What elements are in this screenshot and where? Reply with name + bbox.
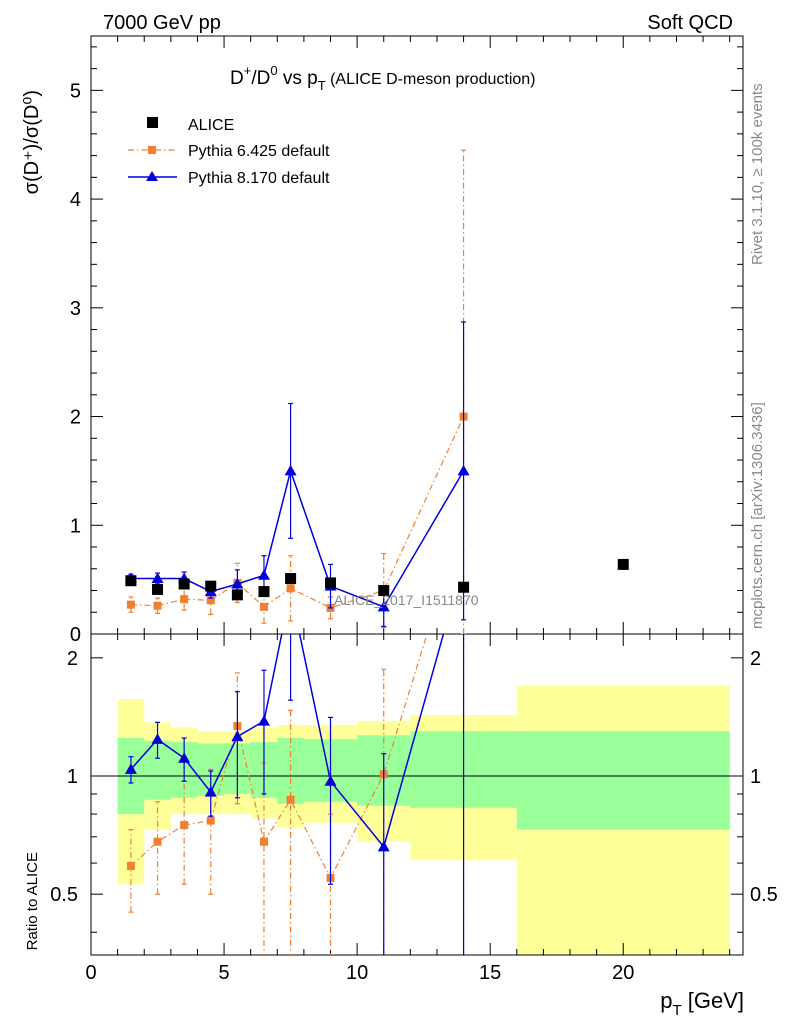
point-alice bbox=[205, 580, 217, 592]
legend-label-alice: ALICE bbox=[188, 117, 234, 134]
main-line-py6 bbox=[130, 416, 465, 609]
ratio-point-py6 bbox=[286, 795, 295, 804]
legend-marker-py8 bbox=[146, 171, 158, 181]
legend-label-py8: Pythia 8.170 default bbox=[188, 170, 330, 187]
point-alice bbox=[285, 573, 297, 585]
main-point-py6 bbox=[153, 601, 162, 610]
legend-marker-py6 bbox=[148, 146, 156, 154]
y-tick-label: 1 bbox=[70, 515, 81, 537]
x-axis-label: pT [GeV] bbox=[660, 988, 744, 1019]
x-tick-label: 5 bbox=[218, 962, 229, 984]
x-tick-label: 15 bbox=[479, 962, 501, 984]
main-point-py8 bbox=[257, 569, 270, 580]
x-tick-label: 20 bbox=[612, 962, 634, 984]
y-tick-label: 0 bbox=[70, 624, 81, 646]
ratio-point-py6 bbox=[153, 837, 162, 846]
main-series-py6 bbox=[126, 149, 468, 634]
main-point-py6 bbox=[206, 596, 215, 605]
header-right: Soft QCD bbox=[647, 12, 733, 34]
point-alice bbox=[458, 581, 470, 593]
main-point-py8 bbox=[231, 577, 244, 589]
ratio-series-py8 bbox=[124, 634, 465, 955]
point-alice bbox=[617, 558, 629, 570]
ratio-y-tick-label: 0.5 bbox=[50, 884, 78, 906]
ratio-point-py8 bbox=[178, 752, 191, 763]
y-tick-label: 2 bbox=[70, 407, 81, 429]
ratio-point-py8 bbox=[124, 763, 137, 774]
main-point-py8 bbox=[457, 464, 470, 476]
main-point-py8 bbox=[151, 572, 164, 584]
legend: ALICE Pythia 6.425 default Pythia 8.170 … bbox=[128, 117, 330, 187]
y-tick-label: 4 bbox=[70, 189, 81, 211]
point-alice bbox=[258, 586, 270, 598]
ratio-point-py8 bbox=[151, 733, 164, 744]
rivet-label: Rivet 3.1.10, ≥ 100k events bbox=[749, 83, 766, 265]
ratio-point-py6 bbox=[206, 816, 215, 825]
y-tick-label: 3 bbox=[70, 298, 81, 320]
main-point-py8 bbox=[377, 600, 390, 612]
x-tick-label: 0 bbox=[85, 962, 96, 984]
ratio-point-py6 bbox=[259, 837, 268, 846]
analysis-tag: ALICE_2017_I1511870 bbox=[334, 592, 479, 608]
ratio-y-axis-label: Ratio to ALICE bbox=[24, 852, 41, 950]
ratio-y-tick-label: 2 bbox=[67, 648, 78, 670]
ratio-point-py6 bbox=[180, 821, 189, 830]
ratio-point-py8 bbox=[231, 730, 244, 742]
main-point-py6 bbox=[259, 602, 268, 611]
main-point-py6 bbox=[286, 584, 295, 593]
chart-title: D+/D0 vs pT (ALICE D-meson production) bbox=[230, 63, 536, 93]
point-alice bbox=[378, 585, 390, 597]
main-point-py6 bbox=[126, 600, 135, 609]
point-alice bbox=[231, 589, 243, 601]
band-inner-10 bbox=[516, 731, 730, 830]
ratio-y-tick-label-right: 0.5 bbox=[750, 884, 778, 906]
ratio-series-py6 bbox=[126, 634, 465, 955]
point-alice bbox=[152, 583, 164, 595]
ratio-point-py6 bbox=[126, 861, 135, 870]
main-series-alice bbox=[125, 558, 629, 601]
ratio-y-tick-label-right: 2 bbox=[750, 648, 761, 670]
y-axis-label: σ(D⁺)/σ(D⁰) bbox=[21, 90, 43, 194]
legend-label-py6: Pythia 6.425 default bbox=[188, 143, 330, 160]
ratio-frame bbox=[90, 633, 744, 956]
legend-marker-alice bbox=[147, 117, 158, 128]
point-alice bbox=[178, 578, 190, 590]
point-alice bbox=[125, 575, 137, 587]
ratio-point-py8 bbox=[377, 840, 390, 852]
main-line-py8 bbox=[130, 468, 465, 608]
ratio-line-py8 bbox=[130, 634, 445, 849]
ratio-y-tick-label-right: 1 bbox=[750, 766, 761, 788]
ratio-point-py8 bbox=[204, 786, 217, 797]
x-tick-label: 10 bbox=[346, 962, 368, 984]
ratio-point-py8 bbox=[257, 715, 270, 726]
header-left: 7000 GeV pp bbox=[103, 12, 221, 34]
ratio-y-tick-label: 1 bbox=[67, 766, 78, 788]
point-alice bbox=[325, 577, 337, 589]
main-point-py6 bbox=[180, 595, 189, 604]
ratio-point-py8 bbox=[324, 775, 337, 786]
mcplots-label: mcplots.cern.ch [arXiv:1306.3436] bbox=[749, 402, 766, 629]
y-tick-label: 5 bbox=[70, 80, 81, 102]
main-point-py8 bbox=[284, 464, 297, 476]
main-series-py8 bbox=[124, 321, 470, 627]
